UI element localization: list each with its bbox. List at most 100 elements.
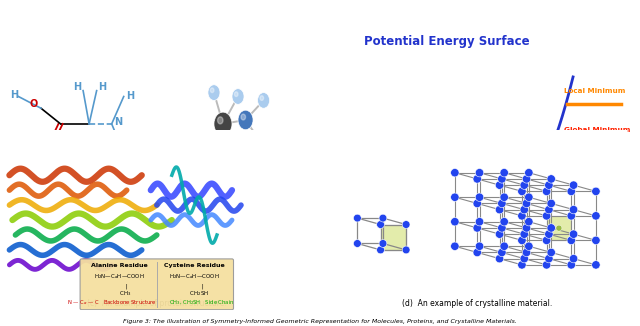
Circle shape (495, 205, 504, 214)
Circle shape (570, 181, 578, 189)
Circle shape (542, 212, 551, 220)
Circle shape (473, 224, 481, 232)
Circle shape (198, 139, 204, 145)
Circle shape (353, 240, 362, 247)
Circle shape (545, 181, 553, 189)
Circle shape (451, 242, 459, 250)
Circle shape (547, 175, 556, 183)
Circle shape (253, 132, 265, 147)
Text: H$_2$N—C$_\alpha$H—COOH: H$_2$N—C$_\alpha$H—COOH (169, 273, 220, 281)
Text: H$_2$N—C$_\alpha$H—COOH: H$_2$N—C$_\alpha$H—COOH (94, 273, 145, 281)
Circle shape (476, 217, 484, 226)
Circle shape (195, 134, 212, 156)
Circle shape (203, 172, 208, 179)
Circle shape (451, 169, 459, 177)
Circle shape (234, 92, 238, 96)
Circle shape (476, 242, 484, 250)
Text: H: H (99, 82, 107, 92)
Circle shape (592, 261, 600, 269)
Text: CH$_2$SH: CH$_2$SH (179, 289, 209, 298)
Circle shape (495, 255, 504, 263)
Circle shape (238, 110, 253, 130)
Circle shape (402, 221, 410, 229)
Text: Potential Energy Surface: Potential Energy Surface (364, 35, 529, 48)
Circle shape (518, 187, 526, 196)
Circle shape (520, 230, 529, 238)
Circle shape (214, 112, 232, 136)
Circle shape (542, 261, 551, 269)
Circle shape (556, 225, 562, 231)
Circle shape (567, 236, 575, 244)
Circle shape (180, 162, 186, 169)
Circle shape (547, 224, 556, 232)
Circle shape (257, 93, 269, 108)
Circle shape (567, 212, 575, 220)
Circle shape (518, 261, 526, 269)
Text: Global Minimum: Global Minimum (564, 127, 630, 133)
Circle shape (260, 96, 264, 100)
Circle shape (379, 214, 387, 222)
Circle shape (547, 248, 556, 257)
Circle shape (473, 175, 481, 183)
Circle shape (520, 181, 529, 189)
Circle shape (525, 242, 533, 250)
Circle shape (525, 217, 533, 226)
Circle shape (498, 175, 506, 183)
Circle shape (376, 246, 385, 254)
Circle shape (570, 205, 578, 214)
Circle shape (376, 221, 385, 229)
Text: H: H (73, 82, 81, 92)
Polygon shape (547, 216, 572, 240)
FancyBboxPatch shape (80, 259, 234, 310)
Circle shape (498, 248, 506, 257)
Circle shape (522, 175, 531, 183)
Circle shape (476, 169, 484, 177)
Text: |: | (110, 283, 128, 289)
Circle shape (208, 85, 220, 100)
Text: Local Minimum: Local Minimum (564, 88, 625, 94)
Text: O: O (42, 160, 50, 170)
Circle shape (522, 224, 531, 232)
Circle shape (218, 117, 223, 124)
Circle shape (545, 205, 553, 214)
Circle shape (520, 255, 529, 263)
Circle shape (402, 246, 410, 254)
Circle shape (476, 193, 484, 201)
Circle shape (518, 212, 526, 220)
Circle shape (500, 242, 508, 250)
Circle shape (520, 205, 529, 214)
Text: Cysteine Residue: Cysteine Residue (164, 263, 225, 268)
Text: O: O (29, 99, 38, 109)
Circle shape (567, 187, 575, 196)
Text: (c)  An example of protein structure.: (c) An example of protein structure. (87, 299, 227, 308)
Circle shape (451, 193, 459, 201)
Text: CH$_3$, CH$_2$SH   Side Chain: CH$_3$, CH$_2$SH Side Chain (169, 298, 235, 307)
Circle shape (592, 212, 600, 220)
Circle shape (473, 248, 481, 257)
Circle shape (545, 255, 553, 263)
Circle shape (498, 199, 506, 208)
Circle shape (570, 230, 578, 238)
Circle shape (567, 261, 575, 269)
Circle shape (522, 199, 531, 208)
Circle shape (200, 168, 216, 190)
Text: Alanine Residue: Alanine Residue (91, 263, 148, 268)
Circle shape (500, 217, 508, 226)
Circle shape (379, 240, 387, 247)
Circle shape (255, 135, 259, 140)
Circle shape (241, 114, 246, 120)
Text: CH$_3$: CH$_3$ (107, 289, 131, 298)
Text: 3D Geometry: 3D Geometry (184, 209, 262, 219)
Text: (d)  An example of crystalline material.: (d) An example of crystalline material. (402, 299, 552, 308)
Circle shape (525, 193, 533, 201)
Polygon shape (381, 225, 406, 250)
Text: Figure 3: The illustration of Symmetry-Informed Geometric Representation for Mol: Figure 3: The illustration of Symmetry-I… (123, 319, 517, 324)
Circle shape (542, 187, 551, 196)
Circle shape (518, 236, 526, 244)
Circle shape (592, 187, 600, 196)
Circle shape (177, 158, 194, 180)
Circle shape (211, 88, 214, 93)
Text: (a)  An example of 2D topology and 3D geometry.: (a) An example of 2D topology and 3D geo… (61, 245, 252, 254)
Text: 2D Topology: 2D Topology (33, 209, 106, 219)
Circle shape (495, 181, 504, 189)
